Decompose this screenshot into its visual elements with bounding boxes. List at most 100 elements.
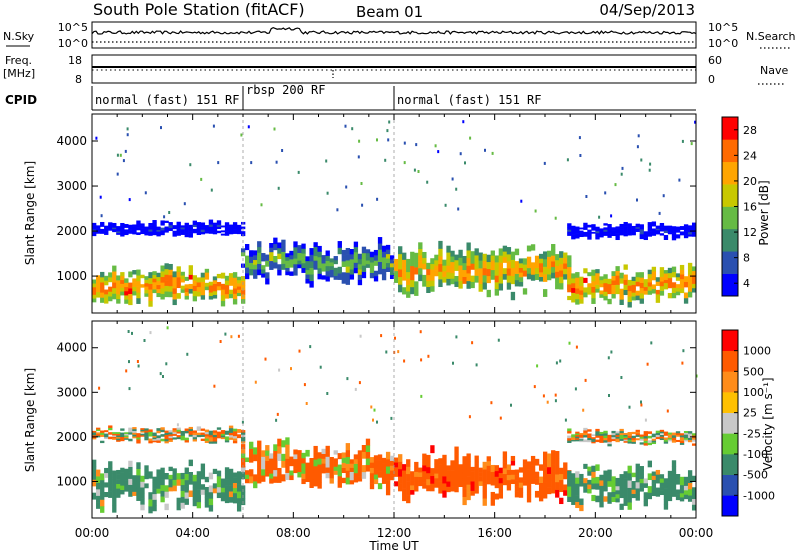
heatmap-cell xyxy=(278,368,281,372)
heatmap-cell xyxy=(490,464,495,472)
heatmap-cell xyxy=(176,233,181,236)
heatmap-cell xyxy=(615,226,620,229)
power-colorbar-label: Power [dB] xyxy=(757,180,771,245)
heatmap-cell xyxy=(655,228,661,231)
heatmap-cell xyxy=(530,474,536,480)
heatmap-cell xyxy=(236,229,242,232)
heatmap-cell xyxy=(188,478,193,485)
colorbar-segment xyxy=(722,392,738,413)
heatmap-cell xyxy=(156,228,161,231)
heatmap-cell xyxy=(309,274,314,282)
heatmap-cell xyxy=(583,427,588,431)
heatmap-cell xyxy=(96,482,101,490)
colorbar-tick-label: -25 xyxy=(743,427,761,440)
heatmap-cell xyxy=(494,470,499,477)
heatmap-cell xyxy=(442,483,447,491)
heatmap-cell xyxy=(247,125,250,129)
heatmap-cell xyxy=(667,282,673,289)
heatmap-cell xyxy=(184,467,189,475)
heatmap-cell xyxy=(184,291,189,296)
heatmap-cell xyxy=(579,294,584,300)
heatmap-cell xyxy=(297,466,302,473)
heatmap-cell xyxy=(406,466,411,475)
heatmap-cell xyxy=(92,222,97,226)
heatmap-cell xyxy=(579,281,584,286)
heatmap-cell xyxy=(538,253,544,259)
heatmap-cell xyxy=(92,433,97,436)
heatmap-cell xyxy=(236,227,242,230)
heatmap-cell xyxy=(349,274,355,280)
heatmap-cell xyxy=(631,296,636,301)
freq-traces xyxy=(92,66,696,78)
heatmap-cell xyxy=(402,273,407,281)
heatmap-cell xyxy=(281,239,286,246)
heatmap-cell xyxy=(196,224,202,227)
heatmap-cell xyxy=(196,228,202,231)
heatmap-cell xyxy=(92,298,97,303)
heatmap-cell xyxy=(510,479,516,485)
heatmap-cell xyxy=(671,432,677,436)
heatmap-cell xyxy=(430,285,435,292)
heatmap-cell xyxy=(426,460,431,468)
heatmap-cell xyxy=(124,232,129,236)
heatmap-cell xyxy=(587,437,592,441)
heatmap-cell xyxy=(530,268,536,275)
freq-right-bottom-label: 0 xyxy=(708,73,715,86)
heatmap-cell xyxy=(92,225,97,228)
heatmap-cell xyxy=(345,456,351,464)
heatmap-cell xyxy=(643,501,648,507)
heatmap-cell xyxy=(140,481,145,488)
heatmap-cell xyxy=(317,458,322,465)
heatmap-cell xyxy=(643,431,648,434)
heatmap-cell xyxy=(104,436,109,439)
heatmap-cell xyxy=(381,257,387,264)
heatmap-cell xyxy=(466,484,471,493)
heatmap-cell xyxy=(369,467,375,474)
heatmap-cell xyxy=(108,286,113,292)
heatmap-cell xyxy=(100,432,105,435)
heatmap-cell xyxy=(357,269,363,275)
heatmap-cell xyxy=(385,262,391,268)
heatmap-cell xyxy=(124,480,129,486)
heatmap-cell xyxy=(180,289,185,293)
heatmap-cell xyxy=(196,426,202,429)
heatmap-cell xyxy=(148,223,153,226)
heatmap-cell xyxy=(599,437,604,440)
heatmap-cell xyxy=(691,504,697,511)
heatmap-cell xyxy=(619,485,624,493)
heatmap-cell xyxy=(120,291,125,296)
heatmap-cell xyxy=(474,480,479,488)
heatmap-cell xyxy=(213,384,216,388)
heatmap-cell xyxy=(265,471,270,477)
heatmap-cell xyxy=(611,228,616,231)
heatmap-cell xyxy=(100,282,105,288)
heatmap-cell xyxy=(353,246,359,253)
heatmap-cell xyxy=(385,487,391,496)
heatmap-cell xyxy=(120,234,125,237)
heatmap-cell xyxy=(623,233,628,237)
heatmap-cell xyxy=(466,250,471,259)
heatmap-cell xyxy=(156,292,161,298)
heatmap-cell xyxy=(208,472,214,480)
heatmap-cell xyxy=(414,259,419,268)
heatmap-cell xyxy=(663,228,669,231)
heatmap-cell xyxy=(655,294,661,299)
heatmap-cell xyxy=(261,265,266,270)
heatmap-cell xyxy=(369,272,375,279)
heatmap-cell xyxy=(635,431,640,434)
heatmap-cell xyxy=(627,231,632,234)
heatmap-cell xyxy=(631,481,636,486)
heatmap-cell xyxy=(192,481,197,488)
heatmap-cell xyxy=(691,287,697,293)
heatmap-cell xyxy=(422,465,427,472)
heatmap-cell xyxy=(128,360,130,364)
heatmap-cell xyxy=(100,231,105,234)
heatmap-cell xyxy=(124,295,129,300)
heatmap-cell xyxy=(301,458,306,464)
heatmap-cell xyxy=(112,271,117,278)
heatmap-cell xyxy=(639,287,644,294)
heatmap-cell xyxy=(494,493,499,500)
heatmap-cell xyxy=(208,231,214,234)
heatmap-cell xyxy=(319,365,322,369)
heatmap-cell xyxy=(132,432,137,435)
